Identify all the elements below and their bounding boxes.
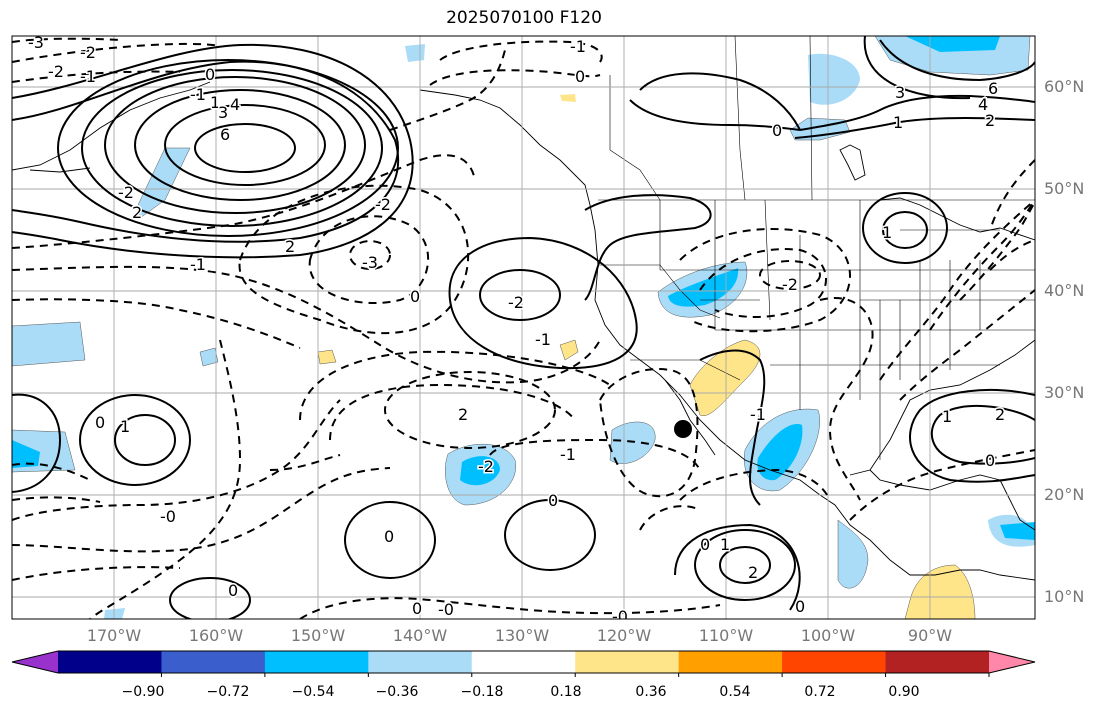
- contour-label: 0: [228, 581, 238, 600]
- contour-label: 0: [412, 599, 422, 618]
- colorbar: [11, 650, 1036, 677]
- contour-label: 0: [548, 491, 558, 510]
- lon-label: 140°W: [392, 626, 448, 645]
- map-title: 2025070100 F120: [446, 8, 602, 28]
- contour-label: 1: [120, 417, 130, 436]
- contour-label: -3: [362, 253, 378, 272]
- lon-label: 110°W: [698, 626, 754, 645]
- contour-label: 0: [700, 535, 710, 554]
- contour-label: -0: [612, 607, 628, 626]
- contour-label: -1: [80, 67, 96, 86]
- colorbar-tick-label: −0.54: [291, 684, 335, 700]
- contour-label: 1: [942, 407, 952, 426]
- lon-label: 120°W: [596, 626, 652, 645]
- colorbar-extend-max: [989, 651, 1035, 673]
- lon-label: 90°W: [907, 626, 953, 645]
- contour-label: 2: [285, 237, 295, 256]
- contour-label: 0: [575, 67, 585, 86]
- map-frame: [11, 35, 1036, 620]
- colorbar-segment: [368, 651, 473, 673]
- colorbar-tick-label: 0.72: [804, 684, 836, 700]
- contour-label: 6: [220, 125, 230, 144]
- lat-label: 60°N: [1044, 77, 1085, 96]
- lat-label: 50°N: [1044, 179, 1085, 198]
- lon-label: 170°W: [86, 626, 142, 645]
- colorbar-tick-label: −0.18: [460, 684, 504, 700]
- contour-label: -1: [535, 330, 551, 349]
- contour-label: 0: [985, 451, 995, 470]
- contour-label: -0: [438, 600, 454, 619]
- negative-contours: [12, 37, 1035, 619]
- contour-label: 2: [132, 203, 142, 222]
- lon-label: 130°W: [494, 626, 550, 645]
- location-marker: [674, 420, 692, 438]
- lat-label: 10°N: [1044, 587, 1085, 606]
- political-borders: [598, 36, 1035, 460]
- contour-label: 0: [410, 287, 420, 306]
- colorbar-tick-label: 0.18: [550, 684, 582, 700]
- colorbar-segment: [471, 651, 576, 673]
- colorbar-tick-label: −0.36: [375, 684, 419, 700]
- contour-label: -2: [508, 293, 524, 312]
- contour-labels: -3 -2 -2 -1 -1 -2 -3 -2 -1 0 2 1 3 4 6 2…: [27, 33, 1007, 626]
- lat-label: 20°N: [1044, 485, 1085, 504]
- contour-label: -1: [190, 85, 206, 104]
- contour-label: -2: [478, 457, 494, 476]
- contour-label: -2: [48, 62, 64, 81]
- contour-label: 6: [988, 79, 998, 98]
- positive-contours: [12, 36, 1035, 619]
- contour-label: 2: [985, 111, 995, 130]
- contour-label: -2: [782, 275, 798, 294]
- colorbar-segment: [161, 651, 266, 673]
- map-background: [12, 36, 1035, 619]
- contour-label: -1: [750, 405, 766, 424]
- colorbar-segment: [782, 651, 887, 673]
- colorbar-tick-label: 0.54: [719, 684, 751, 700]
- contour-label: 2: [458, 405, 468, 424]
- lat-lon-grid: [12, 36, 1035, 619]
- lon-label: 160°W: [188, 626, 244, 645]
- contour-label: -1: [190, 255, 206, 274]
- contour-label: -2: [80, 43, 96, 62]
- colorbar-segment: [264, 651, 369, 673]
- contour-label: 3: [218, 103, 228, 122]
- colorbar-tick-label: 0.90: [888, 684, 920, 700]
- contour-label: 0: [384, 527, 394, 546]
- contour-label: 1: [882, 223, 892, 242]
- colorbar-segment: [575, 651, 680, 673]
- contour-label: 0: [95, 413, 105, 432]
- contour-label: 0: [772, 121, 782, 140]
- contour-label: -1: [570, 37, 586, 56]
- contour-label: -2: [118, 183, 134, 202]
- contour-label: 2: [748, 563, 758, 582]
- colorbar-tick-label: 0.36: [635, 684, 667, 700]
- contour-label: 0: [795, 597, 805, 616]
- colorbar-tick-label: −0.90: [121, 684, 165, 700]
- colorbar-segment: [885, 651, 990, 673]
- contour-label: -1: [560, 445, 576, 464]
- lat-label: 30°N: [1044, 383, 1085, 402]
- contour-label: -0: [160, 507, 176, 526]
- contour-label: -2: [375, 195, 391, 214]
- contour-label: -3: [28, 33, 44, 52]
- colorbar-tick-label: −0.72: [206, 684, 250, 700]
- contour-label: 1: [893, 113, 903, 132]
- contour-label: 0: [205, 65, 215, 84]
- lat-label: 40°N: [1044, 281, 1085, 300]
- contour-label: 1: [210, 93, 220, 112]
- lon-label: 150°W: [290, 626, 346, 645]
- lon-label: 100°W: [800, 626, 856, 645]
- colorbar-extend-min: [12, 651, 58, 673]
- contour-label: 4: [230, 95, 240, 114]
- contour-label: 1: [720, 535, 730, 554]
- colorbar-outline: [11, 650, 1036, 674]
- contour-label: 3: [895, 83, 905, 102]
- colorbar-segment: [58, 651, 162, 673]
- contour-label: 4: [978, 95, 988, 114]
- contour-label: 2: [995, 405, 1005, 424]
- colorbar-segment: [678, 651, 783, 673]
